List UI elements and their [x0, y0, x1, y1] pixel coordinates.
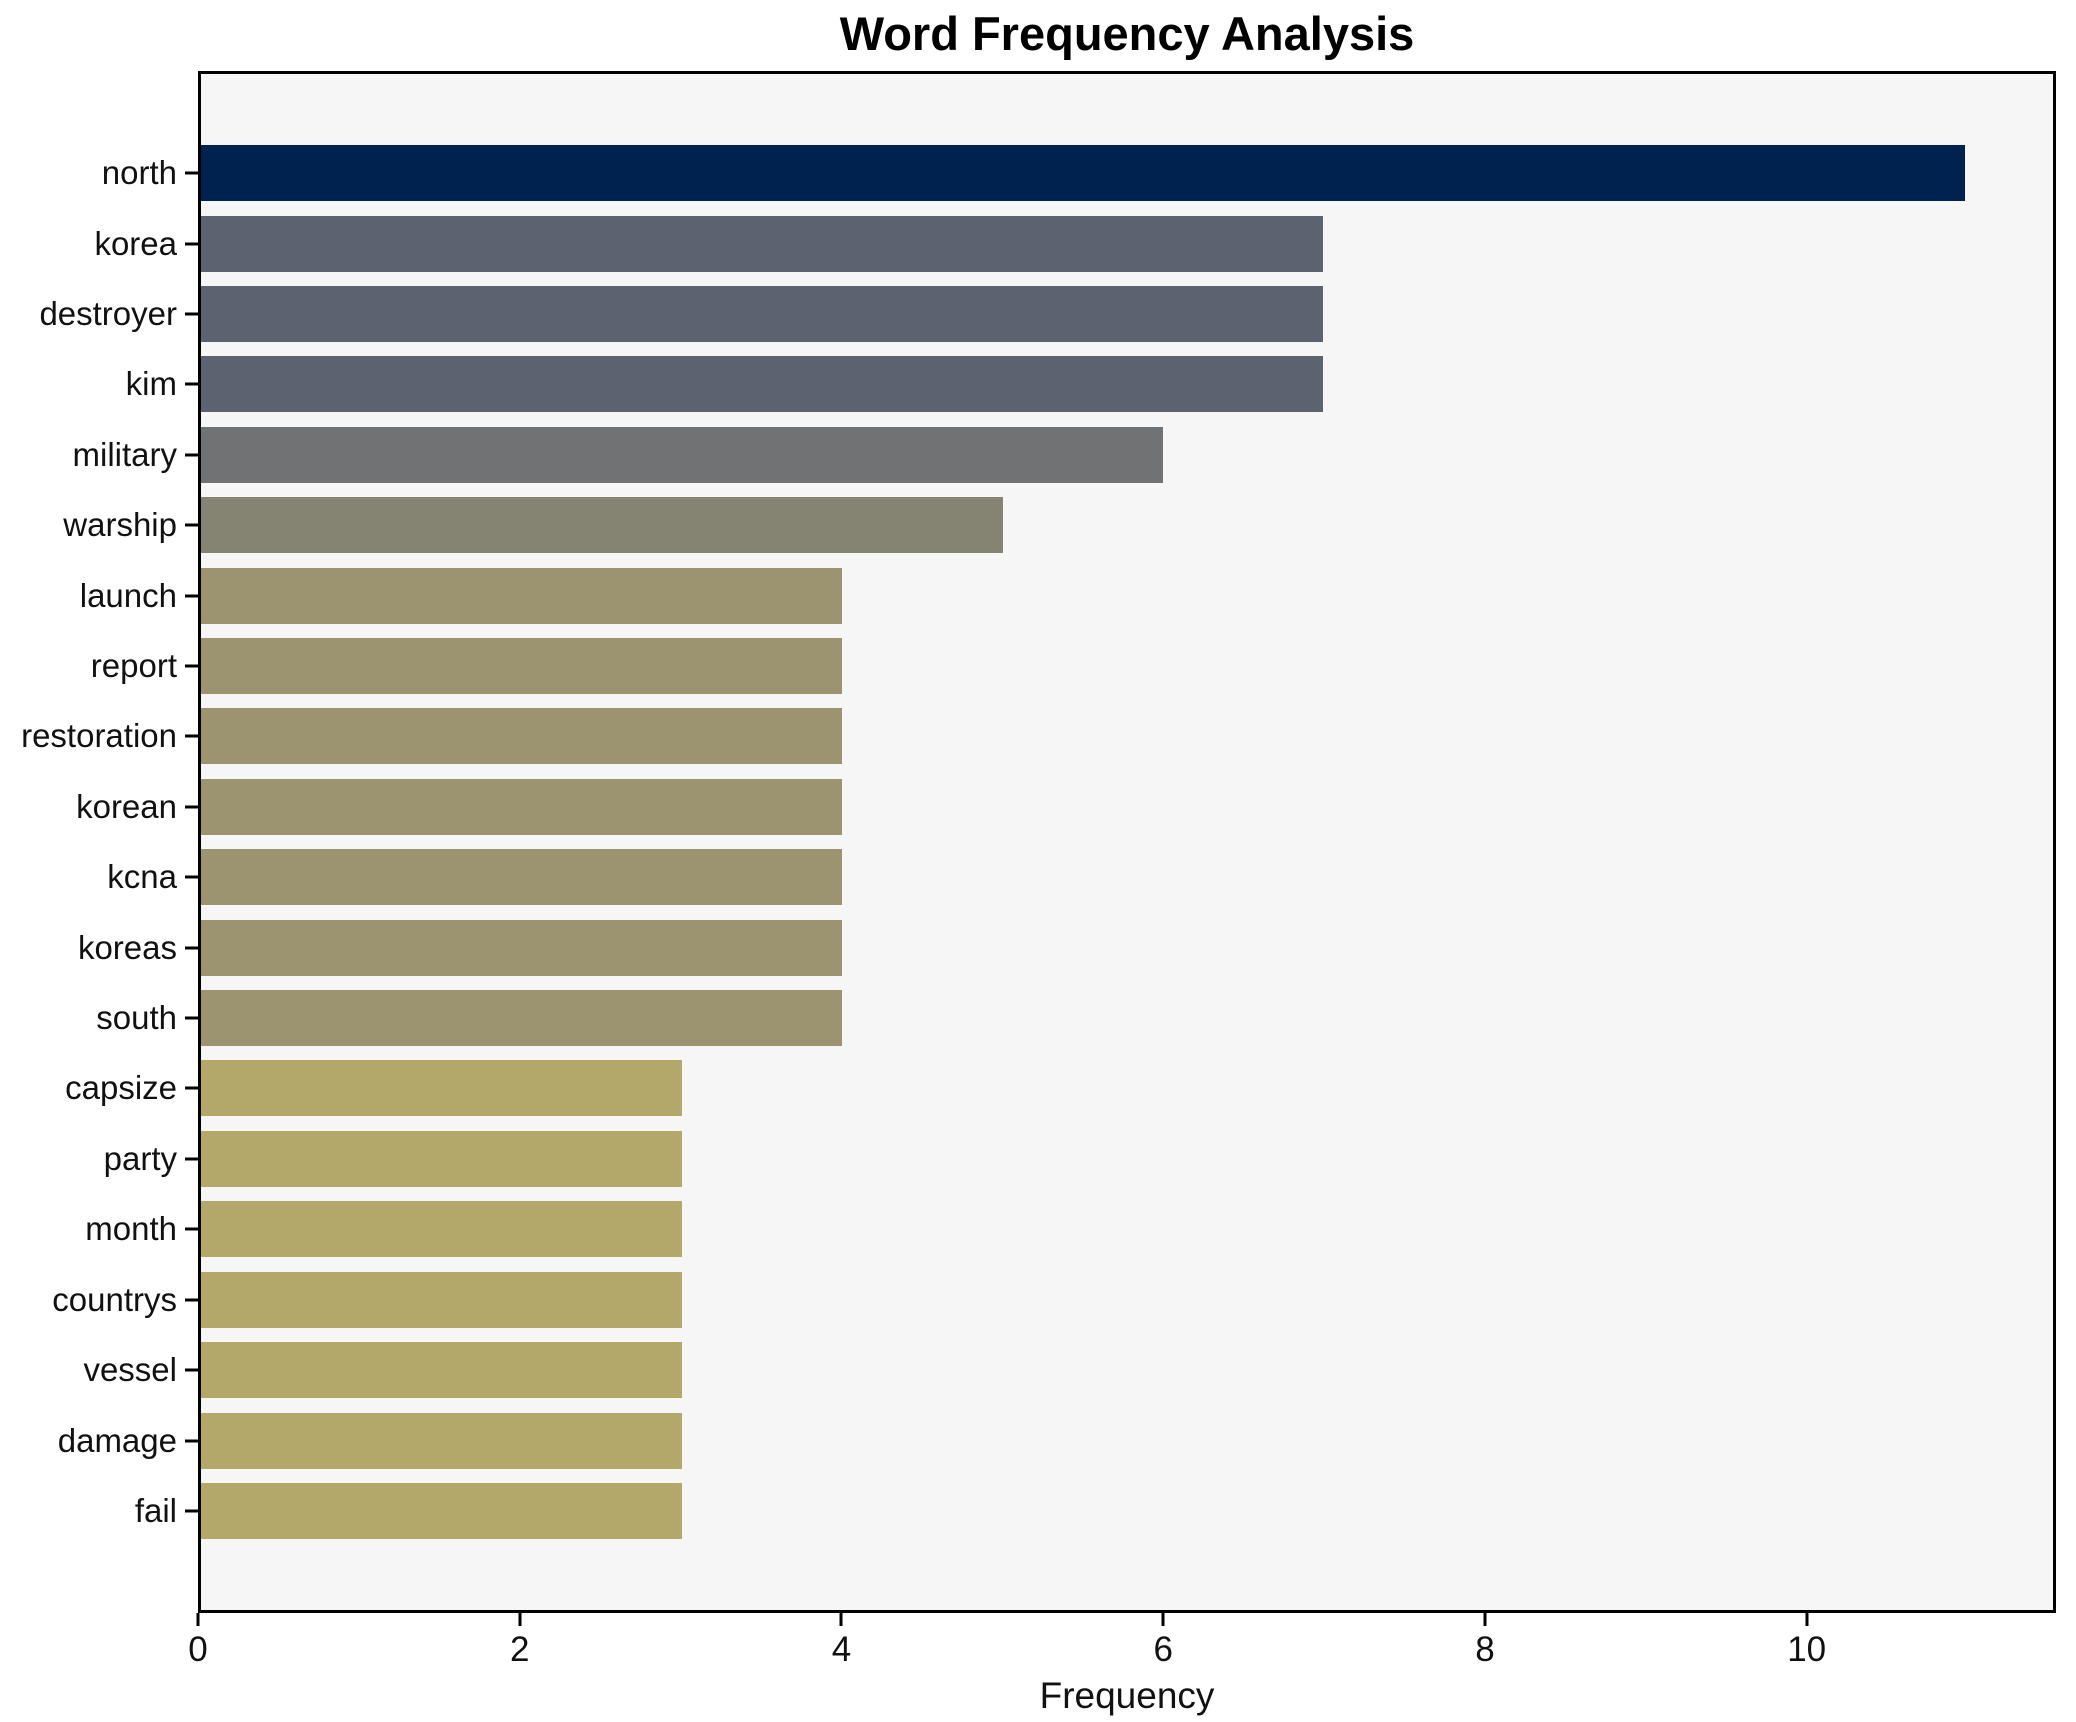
bar-military: [201, 426, 1164, 483]
y-tick-mark: [185, 523, 198, 527]
x-tick-mark: [196, 1613, 200, 1626]
y-tick-label: fail: [134, 1491, 177, 1529]
y-tick-mark: [185, 875, 198, 879]
bar-fail: [201, 1482, 683, 1539]
bar-row: report: [91, 631, 2053, 701]
x-tick-label: 2: [509, 1630, 530, 1669]
y-tick-mark: [185, 171, 198, 175]
y-tick-mark: [185, 242, 198, 246]
x-tick-label: 0: [188, 1630, 208, 1669]
y-tick-mark: [185, 946, 198, 950]
bar-month: [201, 1201, 683, 1258]
y-tick-mark: [185, 1157, 198, 1161]
bar-row: capsize: [65, 1053, 2053, 1123]
y-tick-mark: [185, 664, 198, 668]
bar-korea: [201, 215, 1324, 272]
y-tick-label: destroyer: [39, 295, 177, 333]
y-tick-label: military: [72, 435, 178, 473]
bar-row: kim: [126, 349, 2053, 419]
y-tick-mark: [185, 453, 198, 457]
x-tick-mark: [1805, 1613, 1809, 1626]
y-tick-label: south: [96, 999, 177, 1037]
y-tick-label: capsize: [65, 1069, 177, 1107]
bar-party: [201, 1130, 683, 1187]
y-tick-label: report: [90, 647, 177, 685]
y-tick-label: party: [103, 1139, 177, 1177]
y-tick-label: launch: [79, 576, 177, 614]
bar-row: damage: [58, 1405, 2053, 1475]
y-tick-mark: [185, 382, 198, 386]
bar-row: military: [73, 420, 2053, 490]
y-tick-label: korean: [76, 787, 177, 825]
y-tick-label: warship: [63, 506, 177, 544]
bar-row: kcna: [107, 842, 2053, 912]
bar-row: vessel: [83, 1335, 2053, 1405]
bar-row: warship: [63, 490, 2053, 560]
bar-restoration: [201, 708, 843, 765]
chart-title: Word Frequency Analysis: [839, 7, 1415, 60]
y-tick-label: month: [85, 1210, 177, 1248]
x-tick-mark: [518, 1613, 522, 1626]
bar-row: party: [104, 1124, 2053, 1194]
y-tick-mark: [185, 1086, 198, 1090]
bar-row: destroyer: [39, 279, 2053, 349]
x-axis: Frequency 0 2 4 6 8 10: [188, 1613, 2056, 1722]
bar-south: [201, 990, 843, 1047]
y-tick-label: north: [101, 154, 177, 192]
bar-capsize: [201, 1060, 683, 1117]
plot-area: north korea destroyer kim military warship lau…: [21, 71, 2056, 1613]
bars-area: north korea destroyer kim military warship lau…: [21, 74, 2053, 1610]
bar-row: launch: [80, 560, 2053, 630]
bar-row: korea: [94, 208, 2053, 278]
y-tick-mark: [185, 1368, 198, 1372]
x-axis-title: Frequency: [1039, 1675, 1215, 1716]
bar-north: [201, 145, 1965, 202]
y-tick-mark: [185, 1509, 198, 1513]
x-tick-label: 8: [1475, 1630, 1495, 1669]
y-tick-label: kcna: [107, 858, 177, 896]
bar-row: countrys: [52, 1265, 2053, 1335]
bar-row: korean: [76, 772, 2053, 842]
y-tick-label: korea: [94, 224, 177, 262]
y-tick-mark: [185, 1298, 198, 1302]
bar-report: [201, 638, 843, 695]
bar-launch: [201, 567, 843, 624]
y-tick-label: countrys: [52, 1280, 177, 1318]
x-tick-mark: [1161, 1613, 1165, 1626]
y-tick-mark: [185, 594, 198, 598]
bar-damage: [201, 1412, 683, 1469]
y-tick-mark: [185, 312, 198, 316]
bar-korean: [201, 778, 843, 835]
bar-kcna: [201, 849, 843, 906]
y-tick-mark: [185, 1016, 198, 1020]
bar-kim: [201, 356, 1324, 413]
bar-row: fail: [135, 1476, 2053, 1546]
x-tick-label: 10: [1787, 1630, 1827, 1669]
y-tick-label: vessel: [83, 1351, 177, 1389]
bar-row: koreas: [78, 912, 2053, 982]
x-tick-label: 6: [1153, 1630, 1173, 1669]
y-tick-mark: [185, 1439, 198, 1443]
x-tick-mark: [839, 1613, 843, 1626]
y-tick-mark: [185, 805, 198, 809]
bar-countrys: [201, 1271, 683, 1328]
bar-row: month: [85, 1194, 2053, 1264]
y-tick-label: restoration: [21, 717, 177, 755]
bar-warship: [201, 497, 1003, 554]
x-tick-label: 4: [831, 1630, 852, 1669]
bar-koreas: [201, 919, 843, 976]
x-tick-mark: [1483, 1613, 1487, 1626]
y-tick-mark: [185, 734, 198, 738]
y-tick-label: damage: [57, 1421, 177, 1459]
y-tick-label: koreas: [77, 928, 177, 966]
bar-row: south: [96, 983, 2053, 1053]
bar-vessel: [201, 1342, 683, 1399]
bar-row: restoration: [21, 701, 2053, 771]
bar-destroyer: [201, 286, 1324, 343]
y-tick-mark: [185, 1227, 198, 1231]
bar-row: north: [102, 138, 2053, 208]
y-tick-label: kim: [125, 365, 177, 403]
